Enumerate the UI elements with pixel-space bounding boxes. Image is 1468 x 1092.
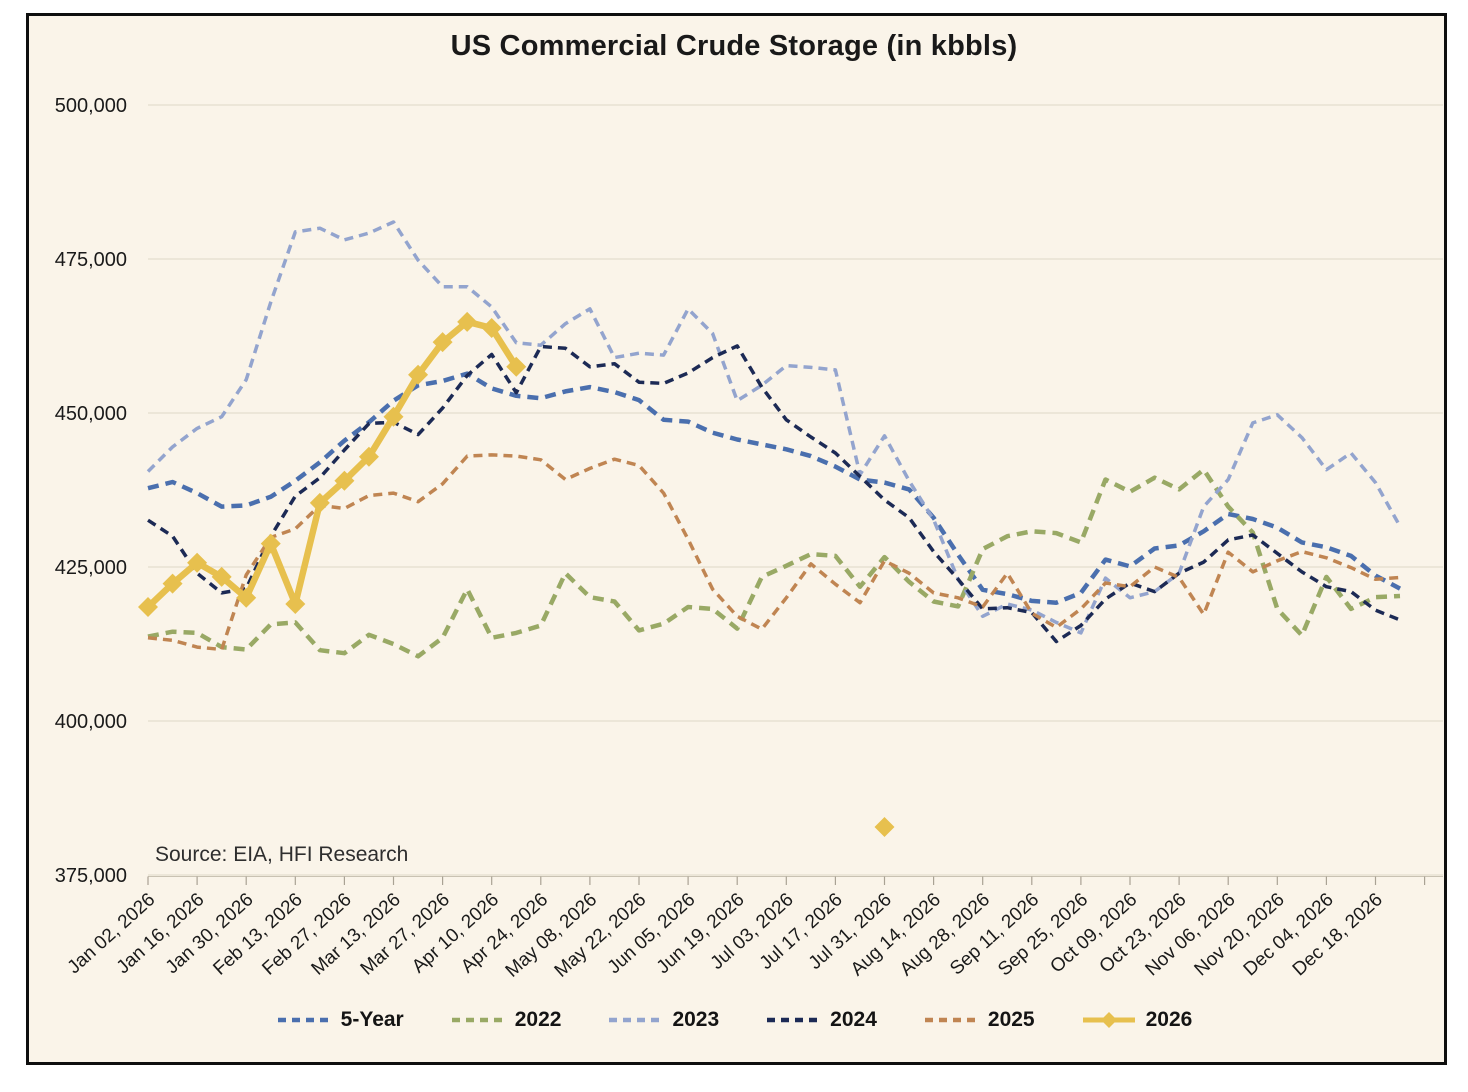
y-tick-label: 475,000 bbox=[55, 249, 127, 271]
legend-label: 2026 bbox=[1145, 1008, 1193, 1031]
legend: 5-Year 2022 2023 2024 2025 2026 bbox=[0, 1008, 1468, 1032]
diamond-marker bbox=[457, 311, 478, 332]
legend-item-2024: 2024 bbox=[765, 1008, 877, 1032]
diamond-marker bbox=[138, 597, 158, 618]
legend-swatch-5-year bbox=[277, 1017, 330, 1023]
legend-label: 5-Year bbox=[340, 1008, 404, 1031]
series-line-2023 bbox=[146, 220, 1402, 635]
diamond-marker bbox=[358, 446, 379, 467]
diamond-marker bbox=[432, 332, 453, 353]
y-tick-label: 400,000 bbox=[55, 711, 127, 733]
series-2024 bbox=[147, 344, 1401, 644]
series-2023 bbox=[146, 220, 1402, 635]
legend-label: 2023 bbox=[672, 1008, 720, 1031]
legend-item-2026: 2026 bbox=[1081, 1008, 1193, 1032]
legend-diamond-icon bbox=[1100, 1012, 1117, 1028]
y-tick-label: 450,000 bbox=[55, 403, 127, 425]
diamond-marker bbox=[874, 816, 895, 837]
diamond-marker bbox=[211, 566, 232, 587]
diamond-marker bbox=[309, 492, 330, 513]
legend-item-5-year: 5-Year bbox=[276, 1008, 404, 1032]
diamond-marker bbox=[383, 406, 404, 427]
diamond-marker bbox=[187, 552, 208, 573]
diamond-marker bbox=[334, 470, 355, 491]
series-line-2024 bbox=[147, 344, 1401, 644]
legend-item-2022: 2022 bbox=[450, 1008, 562, 1032]
diamond-marker bbox=[236, 587, 257, 608]
series-2022 bbox=[147, 467, 1401, 659]
y-tick-label: 425,000 bbox=[55, 557, 127, 579]
diamond-marker bbox=[260, 533, 281, 554]
y-tick-label: 500,000 bbox=[55, 95, 127, 117]
y-tick-label: 375,000 bbox=[55, 865, 127, 887]
diamond-marker bbox=[285, 593, 306, 614]
legend-label: 2022 bbox=[514, 1008, 562, 1031]
chart-title: US Commercial Crude Storage (in kbbls) bbox=[450, 30, 1018, 62]
legend-label: 2025 bbox=[987, 1008, 1035, 1031]
legend-swatch-2022 bbox=[451, 1017, 504, 1023]
series-line-2022 bbox=[147, 467, 1401, 659]
series-2026 bbox=[138, 311, 895, 837]
source-note: Source: EIA, HFI Research bbox=[155, 843, 409, 866]
diamond-marker bbox=[408, 364, 429, 385]
legend-swatch-2024 bbox=[767, 1017, 820, 1023]
series-2025 bbox=[147, 453, 1401, 652]
diamond-marker bbox=[162, 573, 183, 594]
series-line-2025 bbox=[147, 453, 1401, 652]
legend-swatch-2025 bbox=[924, 1017, 977, 1023]
diamond-marker bbox=[506, 356, 527, 377]
legend-swatch-2026 bbox=[1082, 1012, 1135, 1028]
chart-frame bbox=[26, 13, 1447, 1065]
legend-item-2025: 2025 bbox=[923, 1008, 1035, 1032]
legend-label: 2024 bbox=[830, 1008, 877, 1031]
legend-swatch-2023 bbox=[609, 1017, 662, 1023]
legend-item-2023: 2023 bbox=[607, 1008, 719, 1032]
diamond-marker bbox=[481, 317, 502, 338]
